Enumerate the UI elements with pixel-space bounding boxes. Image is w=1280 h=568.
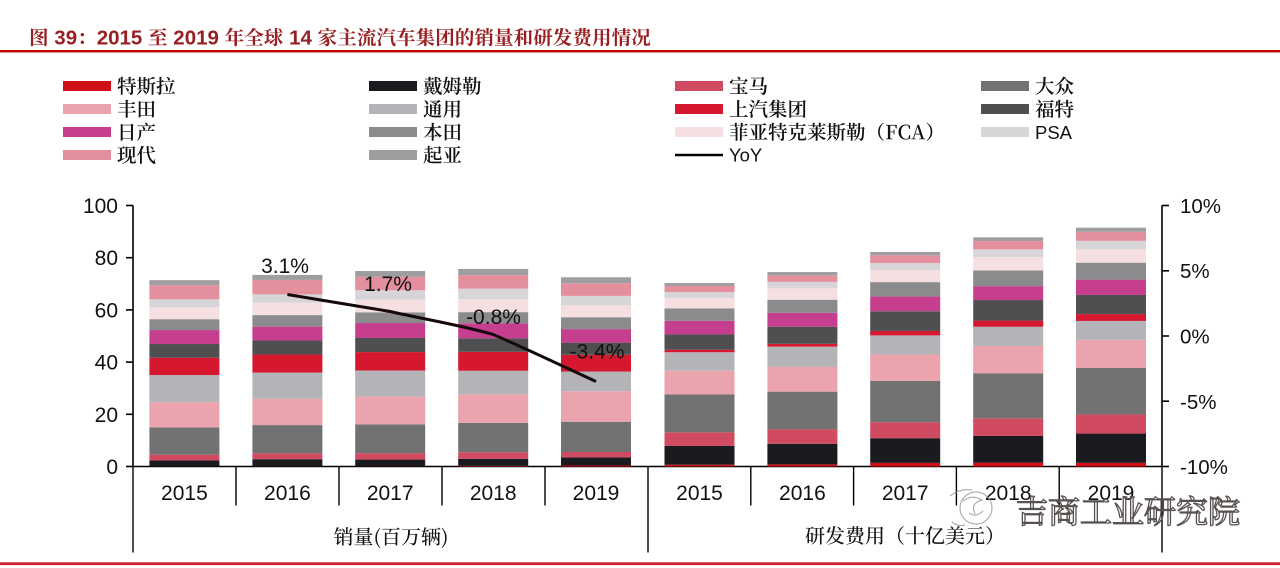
svg-text:1.7%: 1.7%	[364, 273, 412, 296]
svg-text:-3.4%: -3.4%	[570, 341, 625, 364]
svg-text:39: 39	[54, 27, 77, 50]
svg-text:PSA: PSA	[1035, 122, 1073, 143]
svg-text:2017: 2017	[367, 482, 414, 505]
svg-text:2017: 2017	[882, 482, 929, 505]
svg-text:2018: 2018	[470, 482, 517, 505]
svg-text:YoY: YoY	[729, 145, 762, 166]
svg-text:2019: 2019	[573, 482, 620, 505]
svg-text:2016: 2016	[264, 482, 311, 505]
svg-text:14: 14	[289, 27, 312, 50]
svg-text:-0.8%: -0.8%	[466, 306, 521, 329]
svg-text:0%: 0%	[1180, 326, 1210, 349]
svg-text:60: 60	[95, 299, 118, 322]
svg-text:2019: 2019	[173, 27, 219, 50]
svg-text:2016: 2016	[779, 482, 826, 505]
svg-text:40: 40	[95, 352, 118, 375]
svg-text:80: 80	[95, 247, 118, 270]
svg-text:100: 100	[83, 195, 118, 218]
svg-text:3.1%: 3.1%	[261, 255, 309, 278]
svg-text:5%: 5%	[1180, 260, 1210, 283]
svg-text:2015: 2015	[97, 27, 143, 50]
svg-text:0: 0	[106, 456, 118, 479]
svg-text:2015: 2015	[161, 482, 208, 505]
svg-text:10%: 10%	[1180, 195, 1221, 218]
svg-text:2015: 2015	[676, 482, 723, 505]
svg-text:-5%: -5%	[1180, 391, 1216, 414]
svg-text:20: 20	[95, 404, 118, 427]
svg-text:2018: 2018	[985, 482, 1032, 505]
svg-text:-10%: -10%	[1180, 456, 1228, 479]
